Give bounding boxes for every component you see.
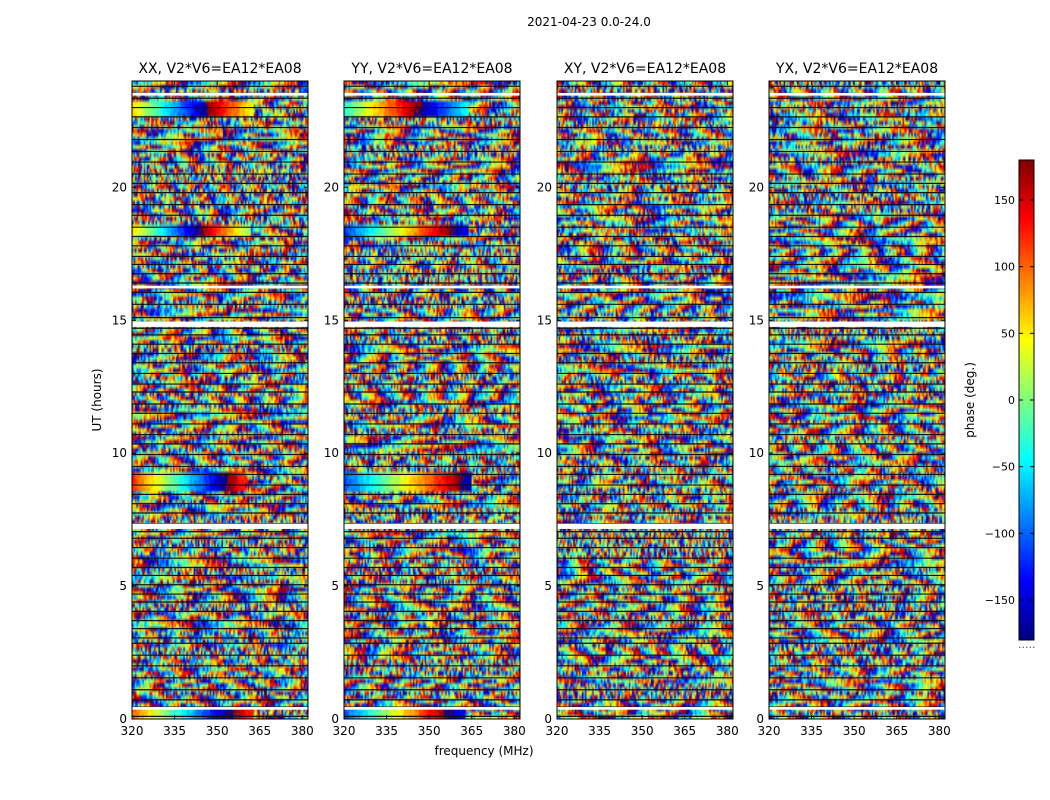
flagged-gap (344, 707, 520, 710)
x-tick-label: 365 (460, 724, 483, 738)
phase-heatmap-yx (769, 81, 945, 719)
panel-xx: XX, V2*V6=EA12*EA08 320 335 350 365 380 0 5 10 15… (112, 61, 314, 738)
flagged-gap (557, 285, 733, 289)
y-tick-label: 0 (756, 712, 764, 726)
flagged-gap (132, 92, 308, 96)
y-tick-label: 10 (537, 446, 552, 460)
flagged-gap (557, 321, 733, 327)
panel-title-xy: XY, V2*V6=EA12*EA08 (564, 61, 726, 77)
y-tick-label: 5 (544, 579, 552, 593)
y-tick-label: 20 (749, 180, 764, 194)
y-tick-label: 10 (749, 446, 764, 460)
y-axis-label: UT (hours) (90, 368, 104, 431)
x-tick-label: 365 (248, 724, 271, 738)
flagged-gap (344, 285, 520, 289)
x-tick-label: 380 (291, 724, 314, 738)
colorbar-tick-label: 0 (1008, 394, 1015, 407)
phase-heatmap-yy (344, 81, 520, 719)
y-tick-label: 20 (112, 180, 127, 194)
colorbar-tick-label: −150 (985, 594, 1015, 607)
x-tick-label: 350 (843, 724, 866, 738)
y-tick-label: 10 (112, 446, 127, 460)
x-tick-label: 335 (375, 724, 398, 738)
colorbar-tick-label: −50 (992, 461, 1015, 474)
panel-title-xx: XX, V2*V6=EA12*EA08 (138, 61, 301, 77)
flagged-gap (132, 285, 308, 289)
y-tick-label: 5 (331, 579, 339, 593)
colorbar-tick-label: 100 (994, 261, 1015, 274)
panel-title-yy: YY, V2*V6=EA12*EA08 (350, 61, 512, 77)
x-tick-label: 320 (333, 724, 356, 738)
panel-frame (768, 80, 946, 720)
x-tick-label: 380 (503, 724, 526, 738)
flagged-gap (769, 707, 945, 710)
flagged-gap (769, 321, 945, 327)
colorbar-tick-label: −100 (985, 527, 1015, 540)
panel-title-yx: YX, V2*V6=EA12*EA08 (775, 61, 938, 77)
colorbar-label: phase (deg.) (963, 362, 977, 438)
x-tick-label: 335 (588, 724, 611, 738)
x-tick-label: 365 (673, 724, 696, 738)
flagged-gap (132, 523, 308, 529)
flagged-gap (132, 321, 308, 327)
x-tick-label: 350 (631, 724, 654, 738)
y-tick-label: 20 (324, 180, 339, 194)
flagged-gap (344, 523, 520, 529)
colorbar-tick-label: 150 (994, 194, 1015, 207)
panel-frame (131, 80, 309, 720)
flagged-gap (557, 92, 733, 96)
y-tick-label: 15 (749, 313, 764, 327)
x-tick-label: 335 (800, 724, 823, 738)
panel-frame (343, 80, 521, 720)
y-tick-label: 20 (537, 180, 552, 194)
y-tick-label: 0 (119, 712, 127, 726)
panel-yy: YY, V2*V6=EA12*EA08 320 335 350 365 380 0 5 10 15… (324, 61, 526, 738)
y-tick-label: 0 (544, 712, 552, 726)
panels-group: XX, V2*V6=EA12*EA08 320 335 350 365 380 0 5 10 15… (112, 61, 951, 738)
colorbar-footnote: ..... (1018, 638, 1035, 651)
flagged-gap (557, 523, 733, 529)
colorbar-tick-label: 50 (1001, 327, 1015, 340)
y-tick-label: 15 (537, 313, 552, 327)
y-tick-label: 15 (324, 313, 339, 327)
phase-heatmap-xy (557, 81, 733, 719)
x-tick-label: 350 (418, 724, 441, 738)
phase-heatmap-xx (132, 81, 308, 719)
y-tick-label: 5 (119, 579, 127, 593)
panel-yx: YX, V2*V6=EA12*EA08 320 335 350 365 380 0 5 10 15… (749, 61, 951, 738)
flagged-gap (557, 707, 733, 710)
x-tick-label: 350 (206, 724, 229, 738)
flagged-gap (344, 321, 520, 327)
x-tick-label: 335 (163, 724, 186, 738)
figure-title: 2021-04-23 0.0-24.0 (527, 15, 651, 29)
x-axis-label: frequency (MHz) (434, 744, 533, 758)
flagged-gap (769, 92, 945, 96)
x-tick-label: 365 (885, 724, 908, 738)
y-tick-label: 15 (112, 313, 127, 327)
flagged-gap (769, 523, 945, 529)
y-tick-label: 0 (331, 712, 339, 726)
flagged-gap (132, 707, 308, 710)
x-tick-label: 320 (121, 724, 144, 738)
panel-frame (556, 80, 734, 720)
panel-xy: XY, V2*V6=EA12*EA08 320 335 350 365 380 0 5 10 15… (537, 61, 739, 738)
flagged-gap (344, 92, 520, 96)
x-tick-label: 320 (758, 724, 781, 738)
x-tick-label: 380 (716, 724, 739, 738)
y-tick-label: 5 (756, 579, 764, 593)
y-tick-label: 10 (324, 446, 339, 460)
colorbar: 150 100 50 0 −50 −100 −150 (985, 159, 1035, 641)
x-tick-label: 380 (928, 724, 951, 738)
x-tick-label: 320 (546, 724, 569, 738)
flagged-gap (769, 285, 945, 289)
